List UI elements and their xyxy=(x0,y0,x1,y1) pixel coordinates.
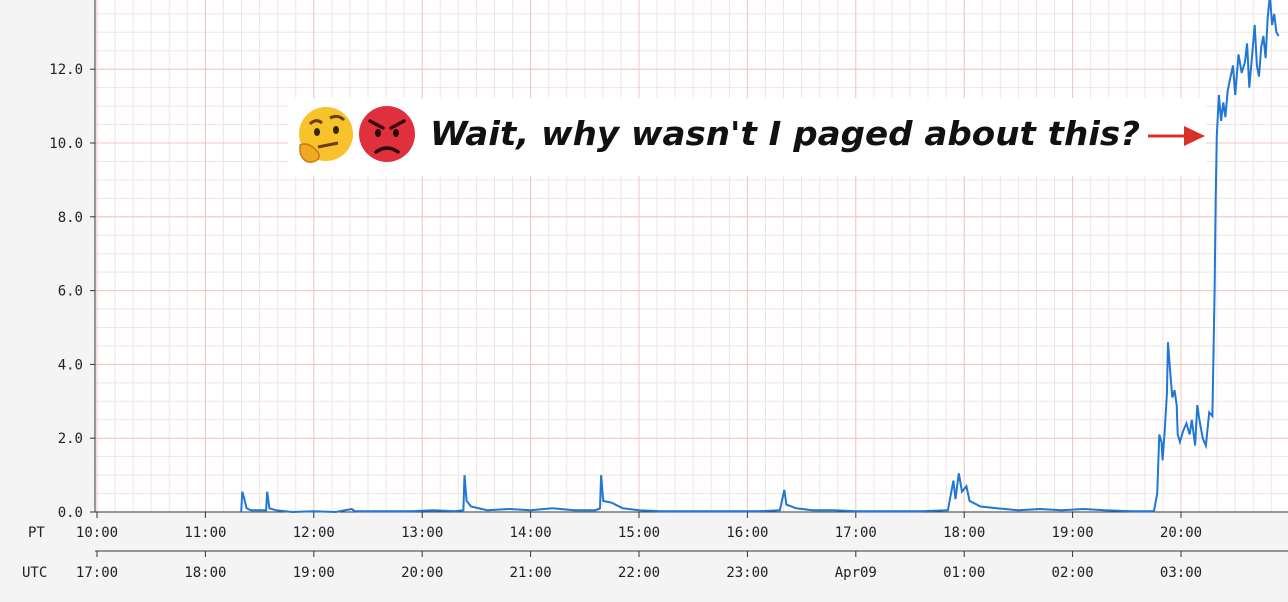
y-tick-label: 6.0 xyxy=(58,284,83,300)
y-tick-label: 8.0 xyxy=(58,210,83,226)
x-tick-label-utc: 18:00 xyxy=(184,565,226,581)
x-tick-label-pt: 14:00 xyxy=(510,525,552,541)
y-tick-label: 10.0 xyxy=(49,136,83,152)
x-tick-label-pt: 17:00 xyxy=(835,525,877,541)
annotation: Wait, why wasn't I paged about this? xyxy=(288,98,1206,176)
x-tick-label-pt: 20:00 xyxy=(1160,525,1202,541)
pt-axis-label: PT xyxy=(28,525,45,541)
x-tick-label-pt: 13:00 xyxy=(401,525,443,541)
x-tick-label-utc: Apr09 xyxy=(835,565,877,581)
x-tick-label-utc: 23:00 xyxy=(726,565,768,581)
x-tick-label-pt: 18:00 xyxy=(943,525,985,541)
x-tick-label-pt: 15:00 xyxy=(618,525,660,541)
x-tick-label-utc: 21:00 xyxy=(510,565,552,581)
angry-face-icon xyxy=(359,106,415,162)
y-tick-label: 4.0 xyxy=(58,357,83,373)
annotation-text: Wait, why wasn't I paged about this? xyxy=(430,114,1140,153)
x-tick-label-utc: 03:00 xyxy=(1160,565,1202,581)
y-axis-ticks: 0.0 2.0 4.0 6.0 8.0 10.0 12.0 xyxy=(49,62,95,521)
x-tick-label-utc: 22:00 xyxy=(618,565,660,581)
chart-grid xyxy=(95,0,1288,512)
x-tick-label-pt: 19:00 xyxy=(1052,525,1094,541)
x-tick-label-pt: 12:00 xyxy=(293,525,335,541)
x-tick-label-utc: 01:00 xyxy=(943,565,985,581)
x-tick-label-utc: 19:00 xyxy=(293,565,335,581)
x-axis-pt: PT 10:00 11:00 12:00 13:00 14:00 15:00 16:00 17… xyxy=(28,512,1202,541)
y-tick-label: 2.0 xyxy=(58,431,83,447)
x-tick-label-pt: 10:00 xyxy=(76,525,118,541)
x-tick-label-utc: 17:00 xyxy=(76,565,118,581)
x-tick-label-pt: 16:00 xyxy=(726,525,768,541)
y-tick-label: 12.0 xyxy=(49,62,83,78)
utc-axis-label: UTC xyxy=(22,565,47,581)
x-axis-utc: UTC 17:00 18:00 19:00 20:00 21:00 22:00 23:00 A… xyxy=(22,551,1288,581)
x-tick-label-utc: 02:00 xyxy=(1052,565,1094,581)
x-tick-label-pt: 11:00 xyxy=(184,525,226,541)
x-tick-label-utc: 20:00 xyxy=(401,565,443,581)
y-tick-label: 0.0 xyxy=(58,505,83,521)
